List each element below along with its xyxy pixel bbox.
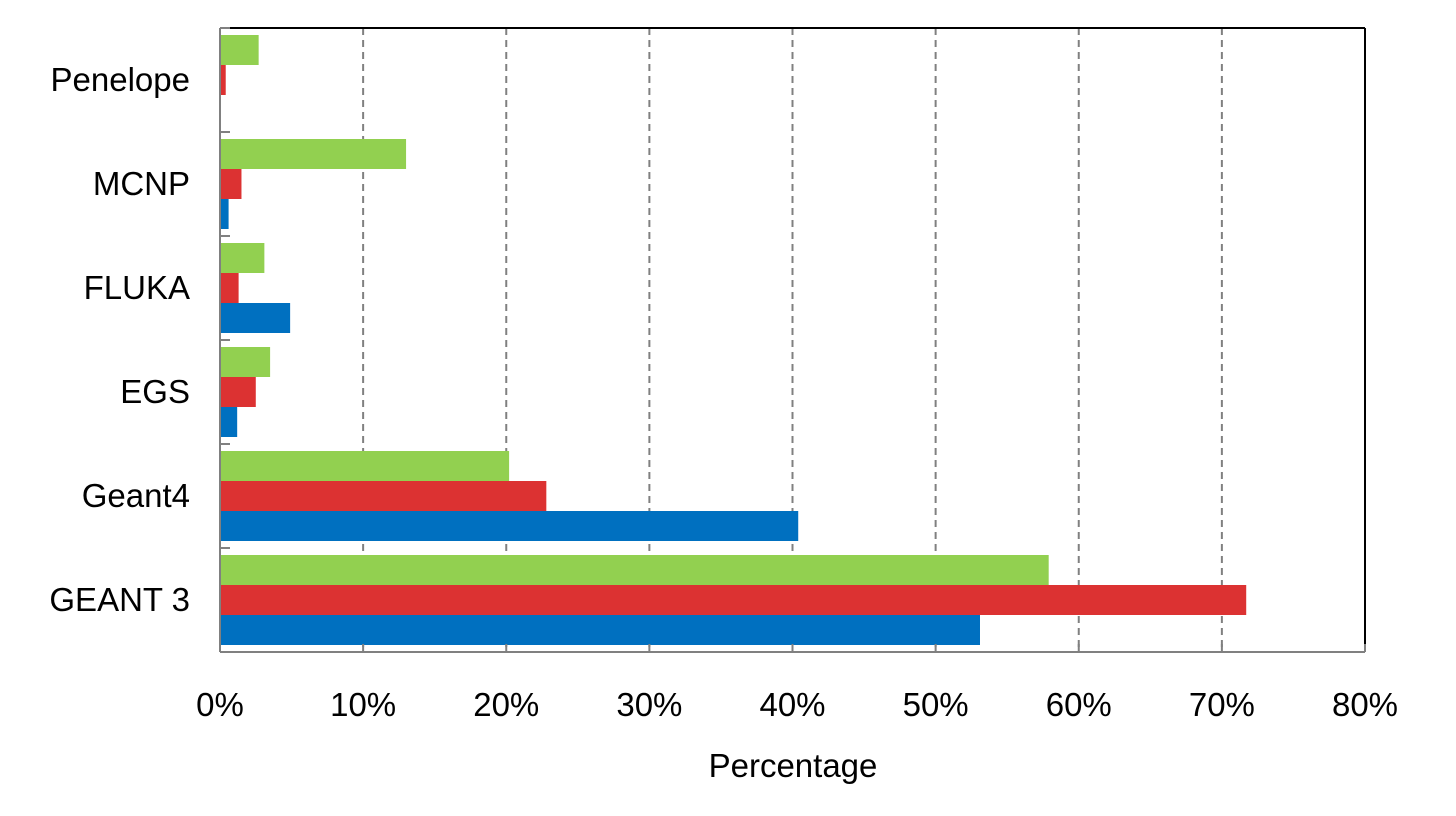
bar [220, 555, 1049, 585]
bar [220, 139, 407, 169]
axes [219, 27, 1366, 653]
bar [220, 243, 265, 273]
bar [220, 377, 256, 407]
x-tick-label: 30% [616, 686, 682, 723]
bar [220, 511, 799, 541]
bar [220, 615, 980, 645]
bar [220, 35, 259, 65]
category-label: FLUKA [84, 269, 190, 306]
x-tick-label: 40% [759, 686, 825, 723]
gridlines [362, 28, 1223, 652]
labels: GEANT 3 Geant4 EGS FLUKA MCNP Penelope 0% 10% 20… [49, 61, 1398, 723]
bar [220, 407, 238, 437]
category-label: Geant4 [82, 477, 190, 514]
bar [220, 347, 271, 377]
bar [220, 273, 239, 303]
x-tick-label: 60% [1046, 686, 1112, 723]
x-axis-title: Percentage [709, 747, 878, 784]
bar [220, 199, 229, 229]
bar [220, 65, 226, 95]
x-tick-label: 50% [903, 686, 969, 723]
x-tick-label: 70% [1189, 686, 1255, 723]
category-label: MCNP [93, 165, 190, 202]
x-tick-label: 10% [330, 686, 396, 723]
bar [220, 451, 510, 481]
category-label: Penelope [51, 61, 190, 98]
x-tick-label: 0% [196, 686, 244, 723]
x-tick-label: 20% [473, 686, 539, 723]
category-label: EGS [120, 373, 190, 410]
category-label: GEANT 3 [49, 581, 190, 618]
bar [220, 169, 242, 199]
bar [220, 481, 547, 511]
bar [220, 303, 291, 333]
bars [220, 35, 1247, 645]
bar [220, 585, 1247, 615]
x-tick-label: 80% [1332, 686, 1398, 723]
